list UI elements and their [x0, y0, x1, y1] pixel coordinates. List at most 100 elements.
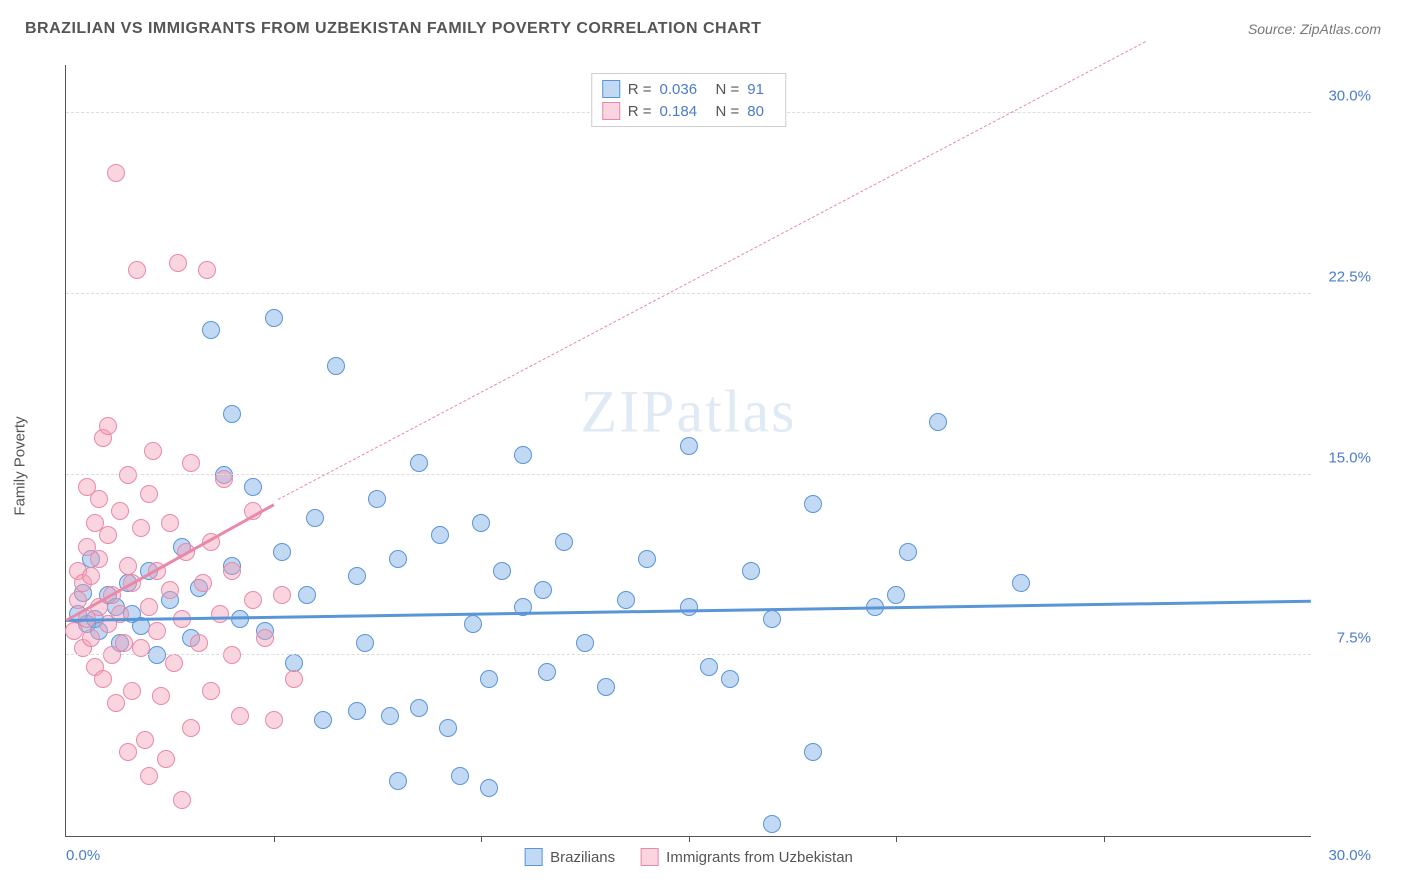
data-point: [1012, 574, 1030, 592]
data-point: [389, 550, 407, 568]
data-point: [148, 646, 166, 664]
data-point: [410, 454, 428, 472]
data-point: [140, 598, 158, 616]
data-point: [356, 634, 374, 652]
data-point: [144, 442, 162, 460]
data-point: [273, 543, 291, 561]
legend-stats: R = 0.036 N = 91 R = 0.184 N = 80: [591, 73, 787, 127]
x-tick: [689, 836, 690, 842]
data-point: [173, 791, 191, 809]
gridline: [66, 474, 1311, 475]
legend-item: Brazilians: [524, 848, 615, 866]
data-point: [700, 658, 718, 676]
data-point: [389, 772, 407, 790]
r-value: 0.036: [660, 81, 708, 98]
n-value: 80: [747, 103, 775, 120]
r-value: 0.184: [660, 103, 708, 120]
legend-series: Brazilians Immigrants from Uzbekistan: [524, 848, 853, 866]
data-point: [555, 533, 573, 551]
legend-item: Immigrants from Uzbekistan: [640, 848, 853, 866]
y-tick-label: 30.0%: [1328, 88, 1371, 105]
data-point: [451, 767, 469, 785]
data-point: [480, 670, 498, 688]
data-point: [327, 357, 345, 375]
n-label: N =: [716, 81, 740, 98]
data-point: [136, 731, 154, 749]
legend-swatch: [602, 80, 620, 98]
x-min-label: 0.0%: [66, 847, 100, 864]
data-point: [763, 610, 781, 628]
data-point: [899, 543, 917, 561]
data-point: [69, 591, 87, 609]
r-label: R =: [628, 81, 652, 98]
data-point: [472, 514, 490, 532]
data-point: [887, 586, 905, 604]
gridline: [66, 654, 1311, 655]
x-tick: [274, 836, 275, 842]
data-point: [148, 622, 166, 640]
data-point: [90, 490, 108, 508]
legend-swatch: [524, 848, 542, 866]
data-point: [182, 454, 200, 472]
data-point: [244, 591, 262, 609]
x-tick: [896, 836, 897, 842]
data-point: [439, 719, 457, 737]
data-point: [348, 702, 366, 720]
data-point: [348, 567, 366, 585]
data-point: [111, 502, 129, 520]
data-point: [161, 514, 179, 532]
source-label: Source: ZipAtlas.com: [1248, 21, 1381, 37]
data-point: [119, 743, 137, 761]
r-label: R =: [628, 103, 652, 120]
data-point: [285, 670, 303, 688]
data-point: [576, 634, 594, 652]
data-point: [273, 586, 291, 604]
data-point: [306, 509, 324, 527]
data-point: [82, 567, 100, 585]
data-point: [534, 581, 552, 599]
y-axis-label: Family Poverty: [12, 416, 29, 515]
data-point: [99, 526, 117, 544]
data-point: [169, 254, 187, 272]
data-point: [223, 646, 241, 664]
data-point: [763, 815, 781, 833]
data-point: [99, 417, 117, 435]
data-point: [514, 446, 532, 464]
x-tick: [481, 836, 482, 842]
legend-label: Brazilians: [550, 849, 615, 866]
data-point: [123, 682, 141, 700]
data-point: [617, 591, 635, 609]
x-tick: [1104, 836, 1105, 842]
data-point: [107, 164, 125, 182]
data-point: [198, 261, 216, 279]
data-point: [202, 321, 220, 339]
data-point: [742, 562, 760, 580]
data-point: [94, 670, 112, 688]
data-point: [804, 743, 822, 761]
data-point: [157, 750, 175, 768]
data-point: [107, 694, 125, 712]
data-point: [493, 562, 511, 580]
data-point: [194, 574, 212, 592]
n-value: 91: [747, 81, 775, 98]
data-point: [298, 586, 316, 604]
y-tick-label: 15.0%: [1328, 449, 1371, 466]
chart-title: BRAZILIAN VS IMMIGRANTS FROM UZBEKISTAN …: [25, 20, 761, 38]
data-point: [182, 719, 200, 737]
data-point: [464, 615, 482, 633]
data-point: [410, 699, 428, 717]
data-point: [804, 495, 822, 513]
plot-area: ZIPatlas R =0.036N =91R =0.184N =80 Braz…: [65, 65, 1311, 837]
y-tick-label: 7.5%: [1337, 630, 1371, 647]
data-point: [538, 663, 556, 681]
x-max-label: 30.0%: [1328, 847, 1371, 864]
data-point: [256, 629, 274, 647]
legend-stat-row: R = 0.036 N = 91: [602, 78, 776, 100]
data-point: [132, 519, 150, 537]
data-point: [368, 490, 386, 508]
data-point: [929, 413, 947, 431]
data-point: [161, 581, 179, 599]
data-point: [90, 550, 108, 568]
legend-swatch: [640, 848, 658, 866]
n-label: N =: [716, 103, 740, 120]
